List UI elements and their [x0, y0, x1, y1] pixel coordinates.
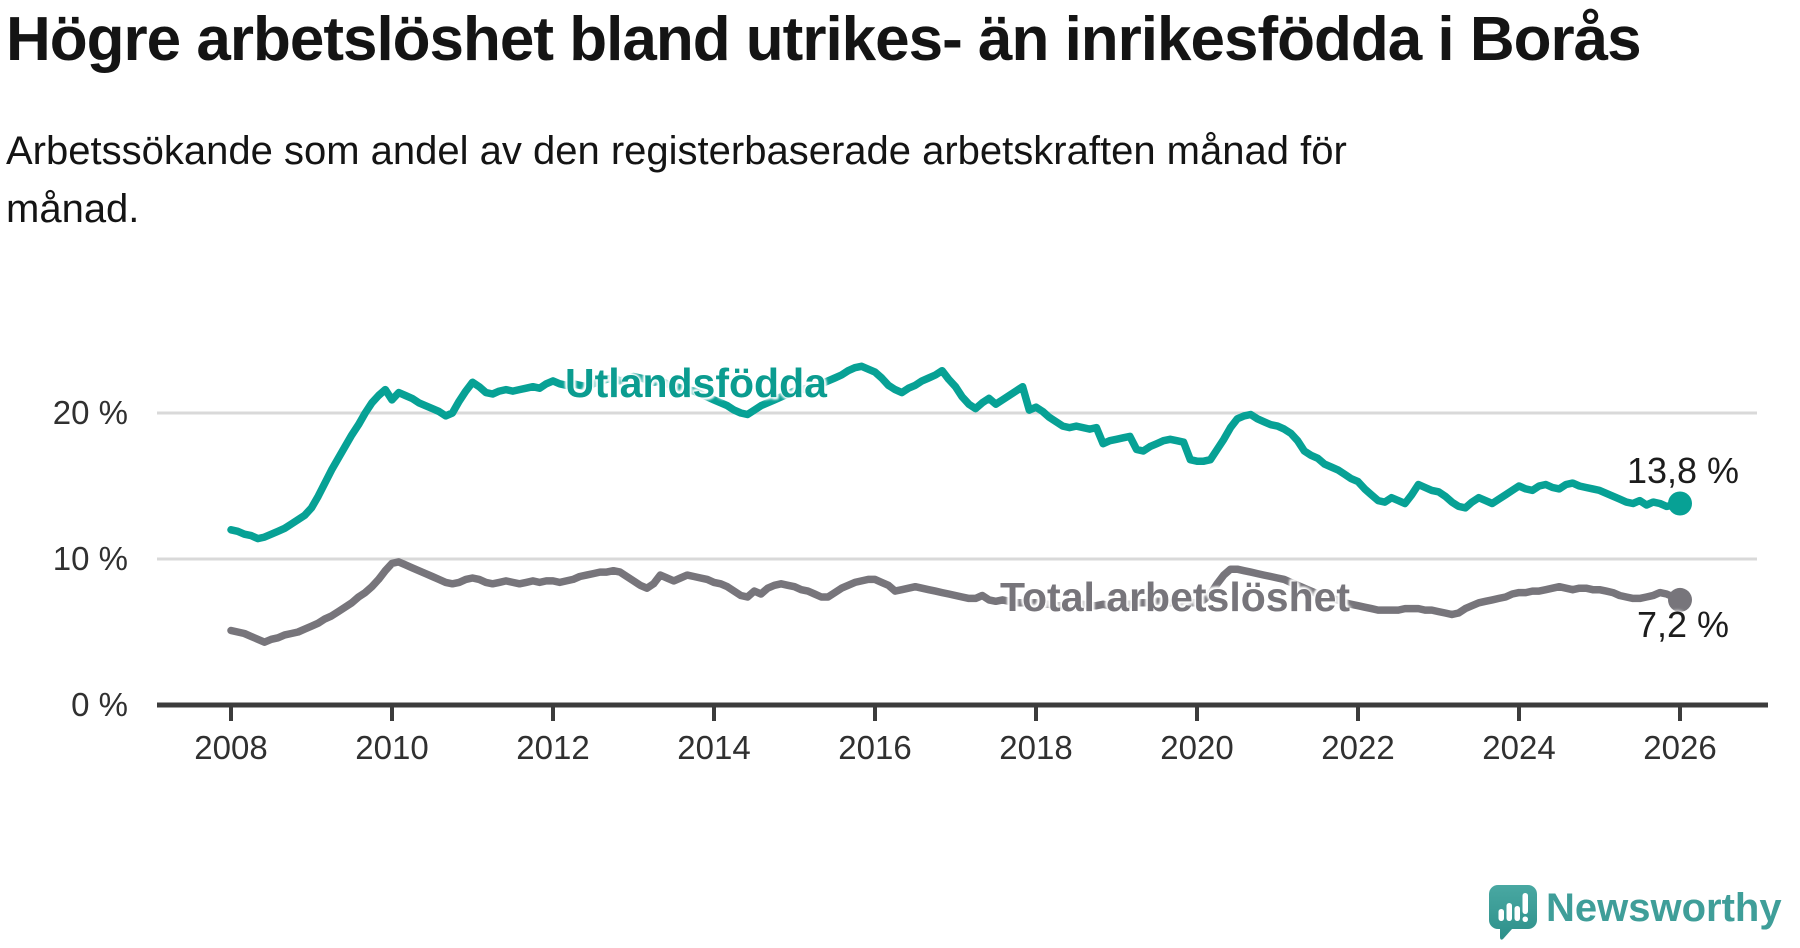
line-utlandsfodda — [227, 362, 1684, 543]
series-label-utlandsfodda: Utlandsfödda — [565, 360, 827, 406]
x-axis-label-2014: 2014 — [677, 729, 751, 766]
x-axis-label-2022: 2022 — [1321, 729, 1395, 766]
endpoint-dot-utlandsfodda — [1668, 491, 1692, 516]
newsworthy-logo-icon — [1489, 885, 1537, 940]
page-title: Högre arbetslöshet bland utrikes- än inr… — [6, 5, 1642, 74]
x-axis-label-2026: 2026 — [1643, 729, 1717, 766]
x-axis-label-2024: 2024 — [1482, 729, 1556, 766]
x-axis-label-2018: 2018 — [999, 729, 1073, 766]
chart-subtitle-line-2: månad. — [6, 187, 140, 231]
chart-subtitle: Arbetssökande som andel av den registerb… — [6, 122, 1766, 238]
y-axis-label-0: 0 % — [71, 686, 128, 723]
x-axis-label-2008: 2008 — [194, 729, 268, 766]
bar-chart-glyph — [1498, 893, 1528, 922]
x-axis-label-2010: 2010 — [355, 729, 429, 766]
end-value-label-total: 7,2 % — [1636, 604, 1730, 645]
series-label-total-arbetsloshet: Total arbetslöshet — [1000, 574, 1351, 620]
line-total-arbetsloshet — [227, 558, 1684, 646]
x-axis-ticks — [229, 707, 1682, 721]
x-axis-label-2012: 2012 — [516, 729, 590, 766]
x-axis-label-2020: 2020 — [1160, 729, 1234, 766]
y-axis-label-20: 20 % — [52, 394, 128, 431]
end-value-label-utlandsfodda: 13,8 % — [1626, 450, 1740, 491]
x-axis-label-2016: 2016 — [838, 729, 912, 766]
endpoint-dot-total — [1668, 587, 1692, 612]
y-axis-label-10: 10 % — [52, 540, 128, 577]
brand-wordmark: Newsworthy — [1546, 886, 1782, 930]
speech-bubble — [1489, 885, 1537, 940]
chart-subtitle-line-1: Arbetssökande som andel av den registerb… — [6, 129, 1347, 173]
